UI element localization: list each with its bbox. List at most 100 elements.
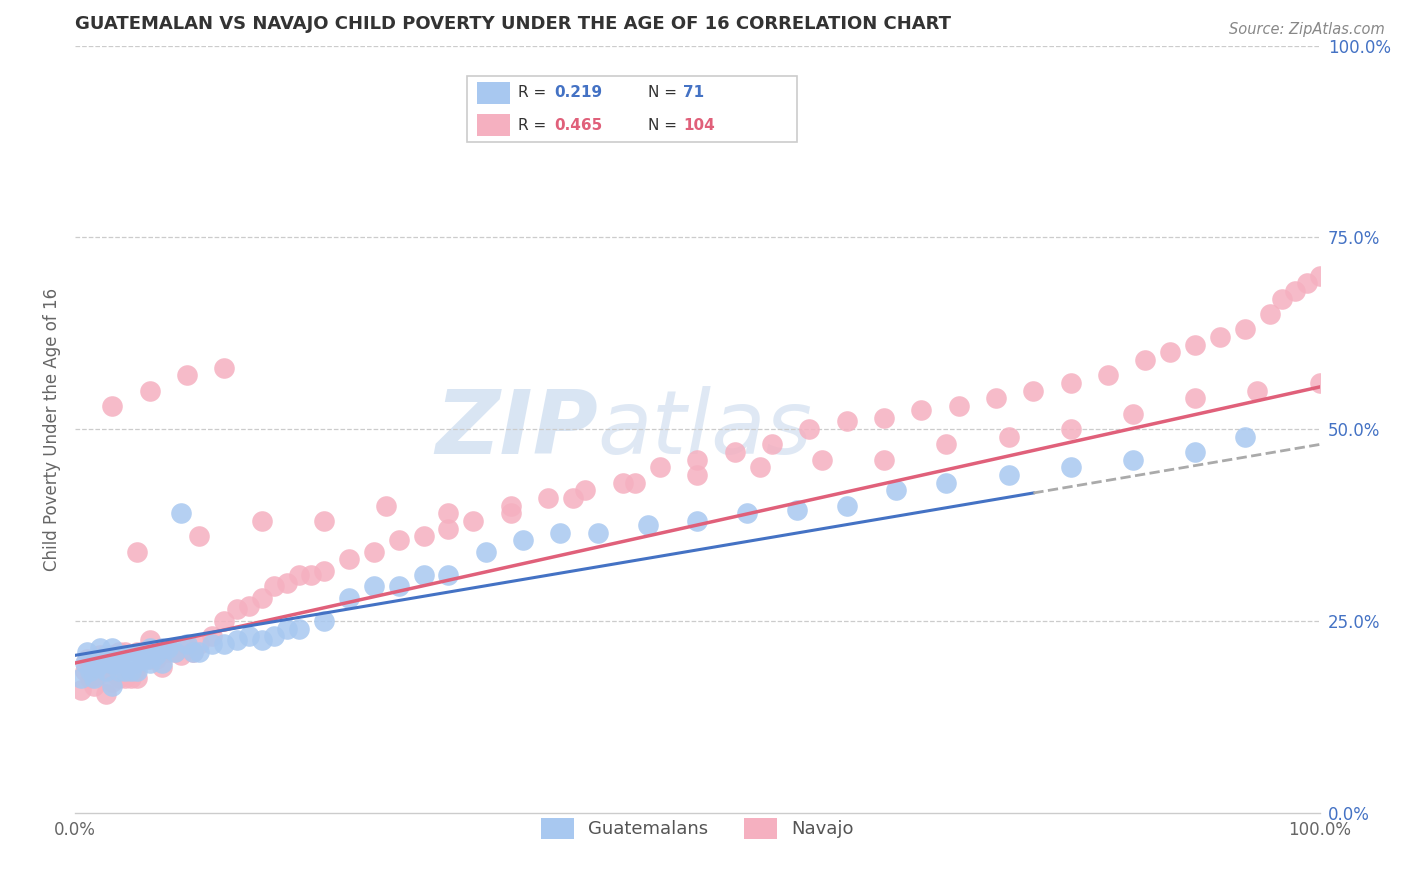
Point [136, 652, 159, 666]
Point [686, 452, 709, 467]
Point [1122, 407, 1144, 421]
Point [873, 410, 896, 425]
Point [89, 652, 111, 666]
Point [70, 671, 93, 685]
Point [561, 491, 583, 505]
Point [984, 392, 1007, 406]
Text: atlas: atlas [598, 386, 813, 472]
Point [648, 460, 671, 475]
Point [499, 507, 522, 521]
Point [89, 648, 111, 663]
Point [337, 552, 360, 566]
Point [512, 533, 534, 548]
Point [1184, 338, 1206, 352]
Point [101, 640, 124, 655]
Point [225, 633, 247, 648]
Point [263, 629, 285, 643]
Point [127, 545, 149, 559]
Point [188, 529, 211, 543]
Point [181, 644, 204, 658]
Point [276, 622, 298, 636]
Point [83, 671, 105, 685]
Point [474, 545, 496, 559]
Point [94, 656, 117, 670]
Point [997, 430, 1019, 444]
Point [437, 567, 460, 582]
Point [101, 648, 124, 663]
Point [138, 384, 160, 398]
Point [873, 452, 896, 467]
Point [157, 640, 180, 655]
Point [263, 579, 285, 593]
Point [150, 660, 173, 674]
Point [388, 533, 411, 548]
Point [1284, 284, 1306, 298]
Point [586, 525, 609, 540]
Point [127, 648, 149, 663]
Text: Source: ZipAtlas.com: Source: ZipAtlas.com [1229, 22, 1385, 37]
Point [163, 644, 186, 658]
Point [91, 656, 114, 670]
Point [111, 656, 134, 670]
Point [910, 403, 932, 417]
Point [107, 664, 129, 678]
Text: ZIP: ZIP [434, 385, 598, 473]
Point [288, 567, 311, 582]
Point [1122, 452, 1144, 467]
Point [83, 679, 105, 693]
Point [86, 667, 108, 681]
Point [132, 652, 155, 666]
Point [748, 460, 770, 475]
Y-axis label: Child Poverty Under the Age of 16: Child Poverty Under the Age of 16 [44, 287, 60, 571]
Point [94, 664, 117, 678]
Point [337, 591, 360, 605]
Point [612, 475, 634, 490]
Point [735, 507, 758, 521]
Point [388, 579, 411, 593]
Point [104, 656, 127, 670]
Point [214, 637, 236, 651]
Point [276, 575, 298, 590]
Point [127, 644, 149, 658]
Point [1309, 376, 1331, 390]
Point [312, 614, 335, 628]
Point [225, 602, 247, 616]
Point [176, 640, 198, 655]
Point [83, 656, 105, 670]
Point [138, 640, 160, 655]
Point [101, 656, 124, 670]
Point [120, 664, 142, 678]
Point [724, 445, 747, 459]
Point [76, 652, 98, 666]
Point [176, 368, 198, 383]
Point [70, 682, 93, 697]
Point [107, 671, 129, 685]
Point [163, 644, 186, 658]
Point [94, 687, 117, 701]
Point [79, 671, 101, 685]
Point [288, 622, 311, 636]
Point [114, 644, 136, 658]
Point [1271, 292, 1294, 306]
Point [437, 522, 460, 536]
Point [238, 599, 260, 613]
Point [181, 644, 204, 658]
Point [127, 671, 149, 685]
Point [1246, 384, 1268, 398]
Point [98, 656, 121, 670]
Point [150, 640, 173, 655]
Point [686, 468, 709, 483]
Point [810, 452, 832, 467]
Point [948, 399, 970, 413]
Point [250, 633, 273, 648]
Point [73, 664, 96, 678]
Point [107, 644, 129, 658]
Point [86, 660, 108, 674]
Point [1022, 384, 1045, 398]
Point [499, 499, 522, 513]
Point [537, 491, 560, 505]
Point [238, 629, 260, 643]
Point [79, 664, 101, 678]
Point [201, 629, 224, 643]
Point [412, 567, 434, 582]
